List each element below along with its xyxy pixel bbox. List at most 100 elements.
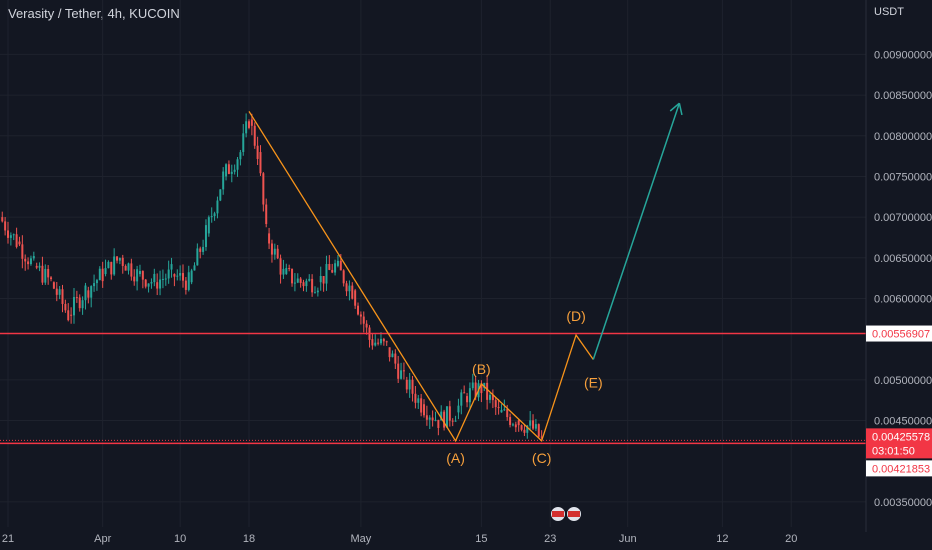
wave-label: (E) xyxy=(584,374,603,390)
candle-body xyxy=(184,280,187,290)
candle-body xyxy=(262,173,265,205)
candle-body xyxy=(61,289,64,304)
candle-body xyxy=(351,285,354,299)
candle-body xyxy=(141,271,144,280)
candle-body xyxy=(245,121,248,134)
candle-body xyxy=(388,347,391,358)
x-tick-label: Jun xyxy=(619,533,637,545)
candle-body xyxy=(463,392,466,394)
y-tick-label: 0.00800000 xyxy=(874,131,932,143)
candle-body xyxy=(32,256,35,259)
candle-body xyxy=(379,338,382,344)
candle-body xyxy=(276,248,279,259)
candle-body xyxy=(268,233,271,244)
wave-labels: (A) (B) (C) (D) (E) xyxy=(446,308,602,466)
price-badge-text: 0.00425578 xyxy=(872,431,930,443)
candle-body xyxy=(101,268,104,282)
candle-body xyxy=(451,420,454,422)
candle-body xyxy=(41,265,44,283)
candle-body xyxy=(15,234,18,247)
candle-body xyxy=(113,256,116,275)
candle-body xyxy=(339,260,342,271)
candle-body xyxy=(90,286,93,298)
candle-body xyxy=(130,263,133,277)
price-badge-text: 03:01:50 xyxy=(872,445,915,457)
candle-body xyxy=(491,394,494,401)
wave-label: (A) xyxy=(446,450,465,466)
candle-body xyxy=(385,341,388,343)
candle-body xyxy=(153,273,156,283)
candle-body xyxy=(420,398,423,413)
candle-body xyxy=(325,264,328,284)
candle-body xyxy=(537,424,540,437)
candle-body xyxy=(443,411,446,428)
x-tick-label: 12 xyxy=(716,533,728,545)
candle-body xyxy=(408,379,411,390)
price-badge-text: 0.00421853 xyxy=(872,463,930,475)
candle-body xyxy=(365,323,368,328)
candle-body xyxy=(227,164,230,174)
y-tick-label: 0.00350000 xyxy=(874,497,932,509)
candle-body xyxy=(179,273,182,276)
candle-body xyxy=(374,342,377,346)
candle-body xyxy=(164,278,167,280)
candle-body xyxy=(12,234,15,236)
candle-body xyxy=(497,407,500,409)
candle-body xyxy=(311,278,314,293)
x-tick-label: May xyxy=(351,533,372,545)
candle-body xyxy=(67,310,70,321)
horizontal-levels xyxy=(0,332,866,445)
candle-body xyxy=(448,406,451,421)
candle-body xyxy=(423,404,426,416)
candle-body xyxy=(93,283,96,287)
candle-body xyxy=(216,200,219,214)
candle-body xyxy=(471,382,474,389)
price-badge-text: 0.00556907 xyxy=(872,329,930,341)
candle-body xyxy=(27,261,30,265)
candle-body xyxy=(334,263,337,273)
x-axis: 21 Apr 10 18 May 15 23 Jun 12 20 xyxy=(2,533,798,545)
candle-body xyxy=(104,268,107,275)
candle-body xyxy=(371,339,374,346)
price-badge-bg xyxy=(866,460,932,477)
candle-body xyxy=(270,243,273,255)
candle-body xyxy=(230,171,233,174)
price-badges: 0.00556907 0.00425578 03:01:50 0.00421853 xyxy=(866,325,932,477)
candle-body xyxy=(397,363,400,379)
candle-body xyxy=(133,276,136,282)
candle-body xyxy=(118,258,121,261)
candle-body xyxy=(336,260,339,266)
candle-body xyxy=(425,415,428,420)
x-tick-label: 21 xyxy=(2,533,14,545)
wave-label: (B) xyxy=(472,361,491,377)
candle-body xyxy=(529,420,532,426)
candle-body xyxy=(52,282,55,289)
candle-body xyxy=(316,290,319,293)
candle-body xyxy=(24,258,27,262)
candle-body xyxy=(44,268,47,283)
y-tick-label: 0.00600000 xyxy=(874,293,932,305)
event-flags xyxy=(551,507,581,521)
candle-body xyxy=(78,297,81,309)
wave-label: (D) xyxy=(566,308,585,324)
candle-body xyxy=(9,235,12,238)
price-badge-bg xyxy=(866,325,932,342)
candle-body xyxy=(193,265,196,271)
candle-body xyxy=(161,278,164,280)
candle-body xyxy=(202,246,205,252)
candle-body xyxy=(460,392,463,406)
candle-body xyxy=(150,282,153,284)
candle-body xyxy=(331,269,334,273)
candle-body xyxy=(138,271,141,275)
candle-body xyxy=(265,204,268,225)
wave-line xyxy=(248,111,594,443)
candle-body xyxy=(405,379,408,390)
price-badge: 0.00556907 xyxy=(866,325,932,342)
elliott-wave-path xyxy=(248,102,683,443)
candle-body xyxy=(213,213,216,217)
candle-body xyxy=(503,409,506,411)
grid-lines xyxy=(0,0,866,527)
candle-body xyxy=(313,292,316,294)
candle-body xyxy=(259,152,262,174)
